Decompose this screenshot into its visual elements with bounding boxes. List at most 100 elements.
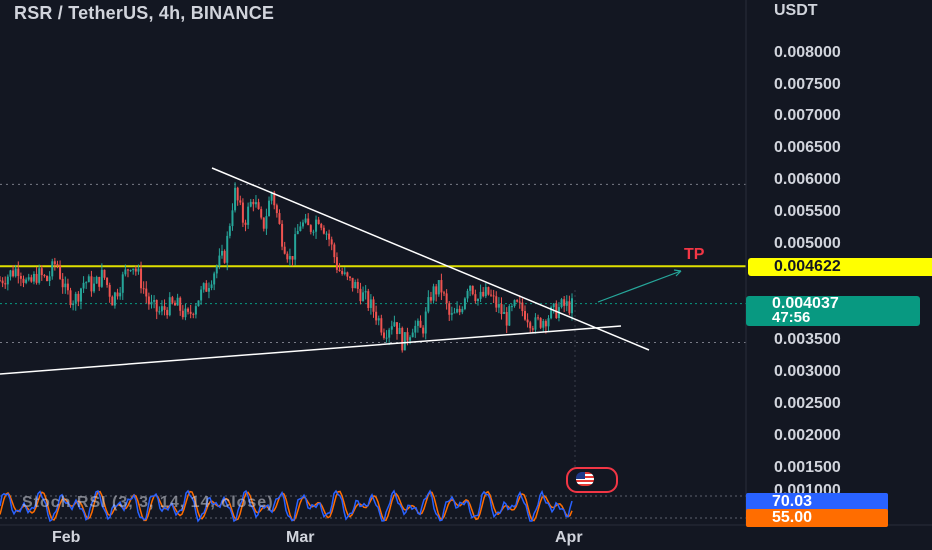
stoch-rsi-panel: [0, 489, 746, 525]
candle-body: [521, 302, 524, 312]
stoch-k-line: [0, 489, 573, 523]
candle-body: [98, 276, 101, 287]
candle-body: [320, 223, 323, 228]
candle-body: [145, 288, 148, 297]
candle-body: [495, 296, 498, 308]
candle-body: [64, 283, 67, 288]
candle-body: [181, 310, 184, 318]
candle-body: [356, 282, 359, 289]
candle-body: [249, 201, 252, 207]
candle-body: [450, 313, 453, 315]
candle-body: [432, 286, 435, 301]
candle-body: [244, 222, 247, 225]
flag-icon[interactable]: [566, 467, 618, 493]
candle-body: [17, 268, 20, 276]
y-tick-label: 0.006000: [774, 171, 841, 188]
candle-body: [497, 304, 500, 308]
candle-body: [124, 269, 127, 275]
y-tick-label: 0.005000: [774, 235, 841, 252]
candle-body: [30, 277, 33, 282]
candle-body: [424, 311, 427, 334]
candle-body: [150, 301, 153, 305]
candle-body: [200, 289, 203, 301]
candle-body: [197, 300, 200, 307]
candle-body: [487, 287, 490, 295]
candle-body: [369, 299, 372, 308]
candle-body: [550, 307, 553, 319]
candle-body: [14, 268, 17, 277]
k-value-tag: 70.03: [746, 493, 888, 511]
candle-body: [252, 201, 255, 205]
y-tick-label: 0.001500: [774, 459, 841, 476]
candle-body: [518, 301, 521, 303]
countdown: 47:56: [772, 309, 811, 326]
candle-body: [116, 292, 119, 297]
last-price-value: 0.004037: [772, 295, 839, 312]
candle-body: [312, 231, 315, 233]
candle-body: [35, 273, 38, 283]
candle-body: [484, 287, 487, 297]
candle-body: [168, 297, 171, 316]
candle-body: [443, 292, 446, 294]
tp-arrow-head: [673, 269, 682, 277]
candle-body: [476, 298, 479, 301]
oscillator-bg: [0, 489, 746, 525]
candle-body: [184, 308, 187, 318]
tp-label: TP: [684, 246, 705, 263]
candle-body: [354, 282, 357, 289]
candle-body: [48, 276, 51, 282]
candle-body: [544, 321, 547, 327]
candle-body: [103, 269, 106, 278]
chart-title: RSR / TetherUS, 4h, BINANCE: [14, 3, 275, 23]
candle-body: [531, 328, 534, 330]
candle-body: [241, 202, 244, 223]
y-tick-label: 0.007500: [774, 76, 841, 93]
candle-body: [268, 200, 271, 217]
candle-body: [179, 297, 182, 311]
candle-body: [69, 290, 72, 306]
candle-body: [322, 227, 325, 234]
candle-body: [406, 332, 409, 341]
candle-body: [194, 306, 197, 315]
candle-body: [414, 325, 417, 333]
candle-body: [330, 239, 333, 245]
candle-body: [328, 233, 331, 240]
candle-body: [490, 294, 493, 296]
candle-body: [448, 303, 451, 315]
candle-body: [346, 272, 349, 277]
candle-body: [202, 283, 205, 290]
candle-body: [283, 246, 286, 254]
candle-body: [563, 299, 566, 306]
x-tick-feb: Feb: [52, 529, 81, 546]
candle-body: [335, 257, 338, 270]
candle-body: [377, 318, 380, 321]
candle-body: [296, 231, 299, 235]
candle-body: [474, 294, 477, 301]
candle-body: [362, 292, 365, 302]
descending-trendline: [211, 167, 650, 351]
candle-body: [43, 275, 46, 277]
candle-body: [552, 303, 555, 308]
candle-body: [205, 283, 208, 292]
candle-body: [375, 311, 378, 321]
level-lines: [0, 183, 746, 489]
candle-body: [113, 292, 116, 306]
candle-body: [367, 291, 370, 308]
candle-body: [25, 279, 28, 283]
y-tick-label: 0.003500: [774, 331, 841, 348]
candle-body: [234, 187, 237, 211]
candle-body: [273, 192, 276, 206]
candle-body: [22, 278, 25, 283]
candle-body: [560, 299, 563, 308]
trendlines: [0, 167, 682, 375]
candle-body: [429, 297, 432, 301]
y-tick-label: 0.002500: [774, 395, 841, 412]
y-tick-label: 0.002000: [774, 427, 841, 444]
candle-body: [385, 337, 388, 339]
candle-body: [526, 319, 529, 323]
candle-body: [505, 312, 508, 326]
candle-body: [333, 244, 336, 258]
candle-body: [265, 216, 268, 229]
candle-body: [482, 291, 485, 297]
